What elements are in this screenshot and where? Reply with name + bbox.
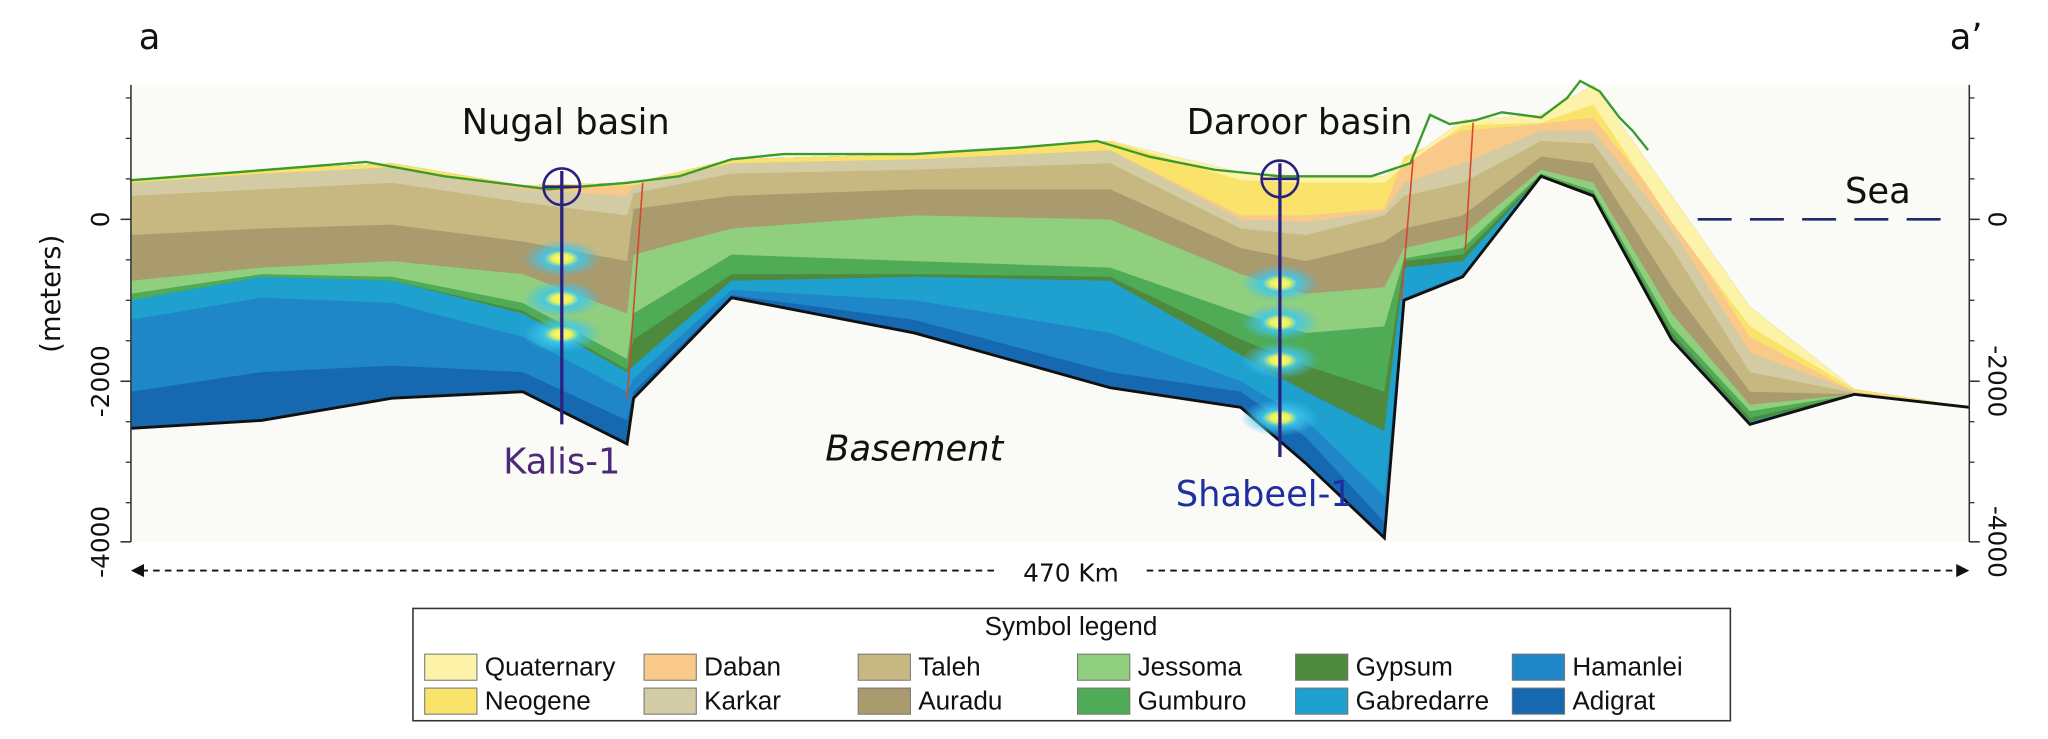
axis-title: (meters) bbox=[36, 235, 67, 353]
basin-label: Daroor basin bbox=[1187, 102, 1413, 143]
legend-label: Daban bbox=[704, 651, 781, 681]
legend-box bbox=[412, 607, 1732, 722]
legend-label: Taleh bbox=[918, 651, 980, 681]
legend-label: Auradu bbox=[918, 685, 1002, 715]
legend-swatch bbox=[643, 653, 697, 681]
legend-label: Karkar bbox=[704, 685, 781, 715]
legend-swatch bbox=[1077, 687, 1131, 715]
stratum bbox=[130, 84, 1970, 408]
legend: Quaternary Neogene Daban Karkar Taleh Auradu J… bbox=[424, 651, 1683, 715]
legend-swatch bbox=[424, 687, 478, 715]
legend-swatch bbox=[1295, 687, 1349, 715]
well-label: Kalis-1 bbox=[503, 442, 620, 483]
scale-label: 470 Km bbox=[1023, 558, 1119, 587]
legend-swatch bbox=[1077, 653, 1131, 681]
legend-label: Gumburo bbox=[1138, 685, 1247, 715]
legend-title: Symbol legend bbox=[985, 611, 1158, 641]
panel-label: a’ bbox=[1950, 17, 1983, 58]
basement-label: Basement bbox=[825, 428, 1004, 469]
fault bbox=[1464, 122, 1474, 251]
legend-swatch bbox=[1511, 687, 1566, 715]
legend-swatch bbox=[1511, 653, 1566, 681]
well-label: Shabeel-1 bbox=[1176, 474, 1353, 515]
fault bbox=[626, 182, 644, 399]
legend-label: Adigrat bbox=[1572, 685, 1655, 715]
legend-label: Gypsum bbox=[1356, 651, 1453, 681]
basin-label: Nugal basin bbox=[462, 102, 670, 143]
sea-label: Sea bbox=[1845, 171, 1911, 212]
legend-swatch bbox=[424, 653, 478, 681]
y-tick-label: -4000 bbox=[1982, 506, 2011, 578]
y-tick-label: -4000 bbox=[86, 506, 115, 578]
topography-line bbox=[130, 79, 1650, 191]
legend-swatch bbox=[857, 653, 911, 681]
y-tick-label: -2000 bbox=[1982, 345, 2011, 417]
y-tick-label: -2000 bbox=[86, 345, 115, 417]
legend-label: Neogene bbox=[485, 685, 591, 715]
panel-label: a bbox=[139, 17, 161, 58]
axes: 0 -2000 -4000 0 -2000 -4000 bbox=[86, 84, 2011, 578]
legend-swatch bbox=[857, 687, 911, 715]
legend-label: Gabredarre bbox=[1356, 685, 1490, 715]
stratum bbox=[130, 84, 1970, 408]
y-tick-label: 0 bbox=[1982, 211, 2011, 227]
strata bbox=[130, 79, 1970, 542]
fault bbox=[1400, 159, 1414, 301]
legend-swatch bbox=[643, 687, 697, 715]
legend-label: Jessoma bbox=[1138, 651, 1243, 681]
legend-swatch bbox=[1295, 653, 1349, 681]
well-symbol bbox=[542, 167, 582, 207]
legend-label: Hamanlei bbox=[1572, 651, 1682, 681]
overlay bbox=[130, 122, 1970, 722]
y-tick-label: 0 bbox=[86, 211, 115, 227]
legend-label: Quaternary bbox=[485, 651, 616, 681]
